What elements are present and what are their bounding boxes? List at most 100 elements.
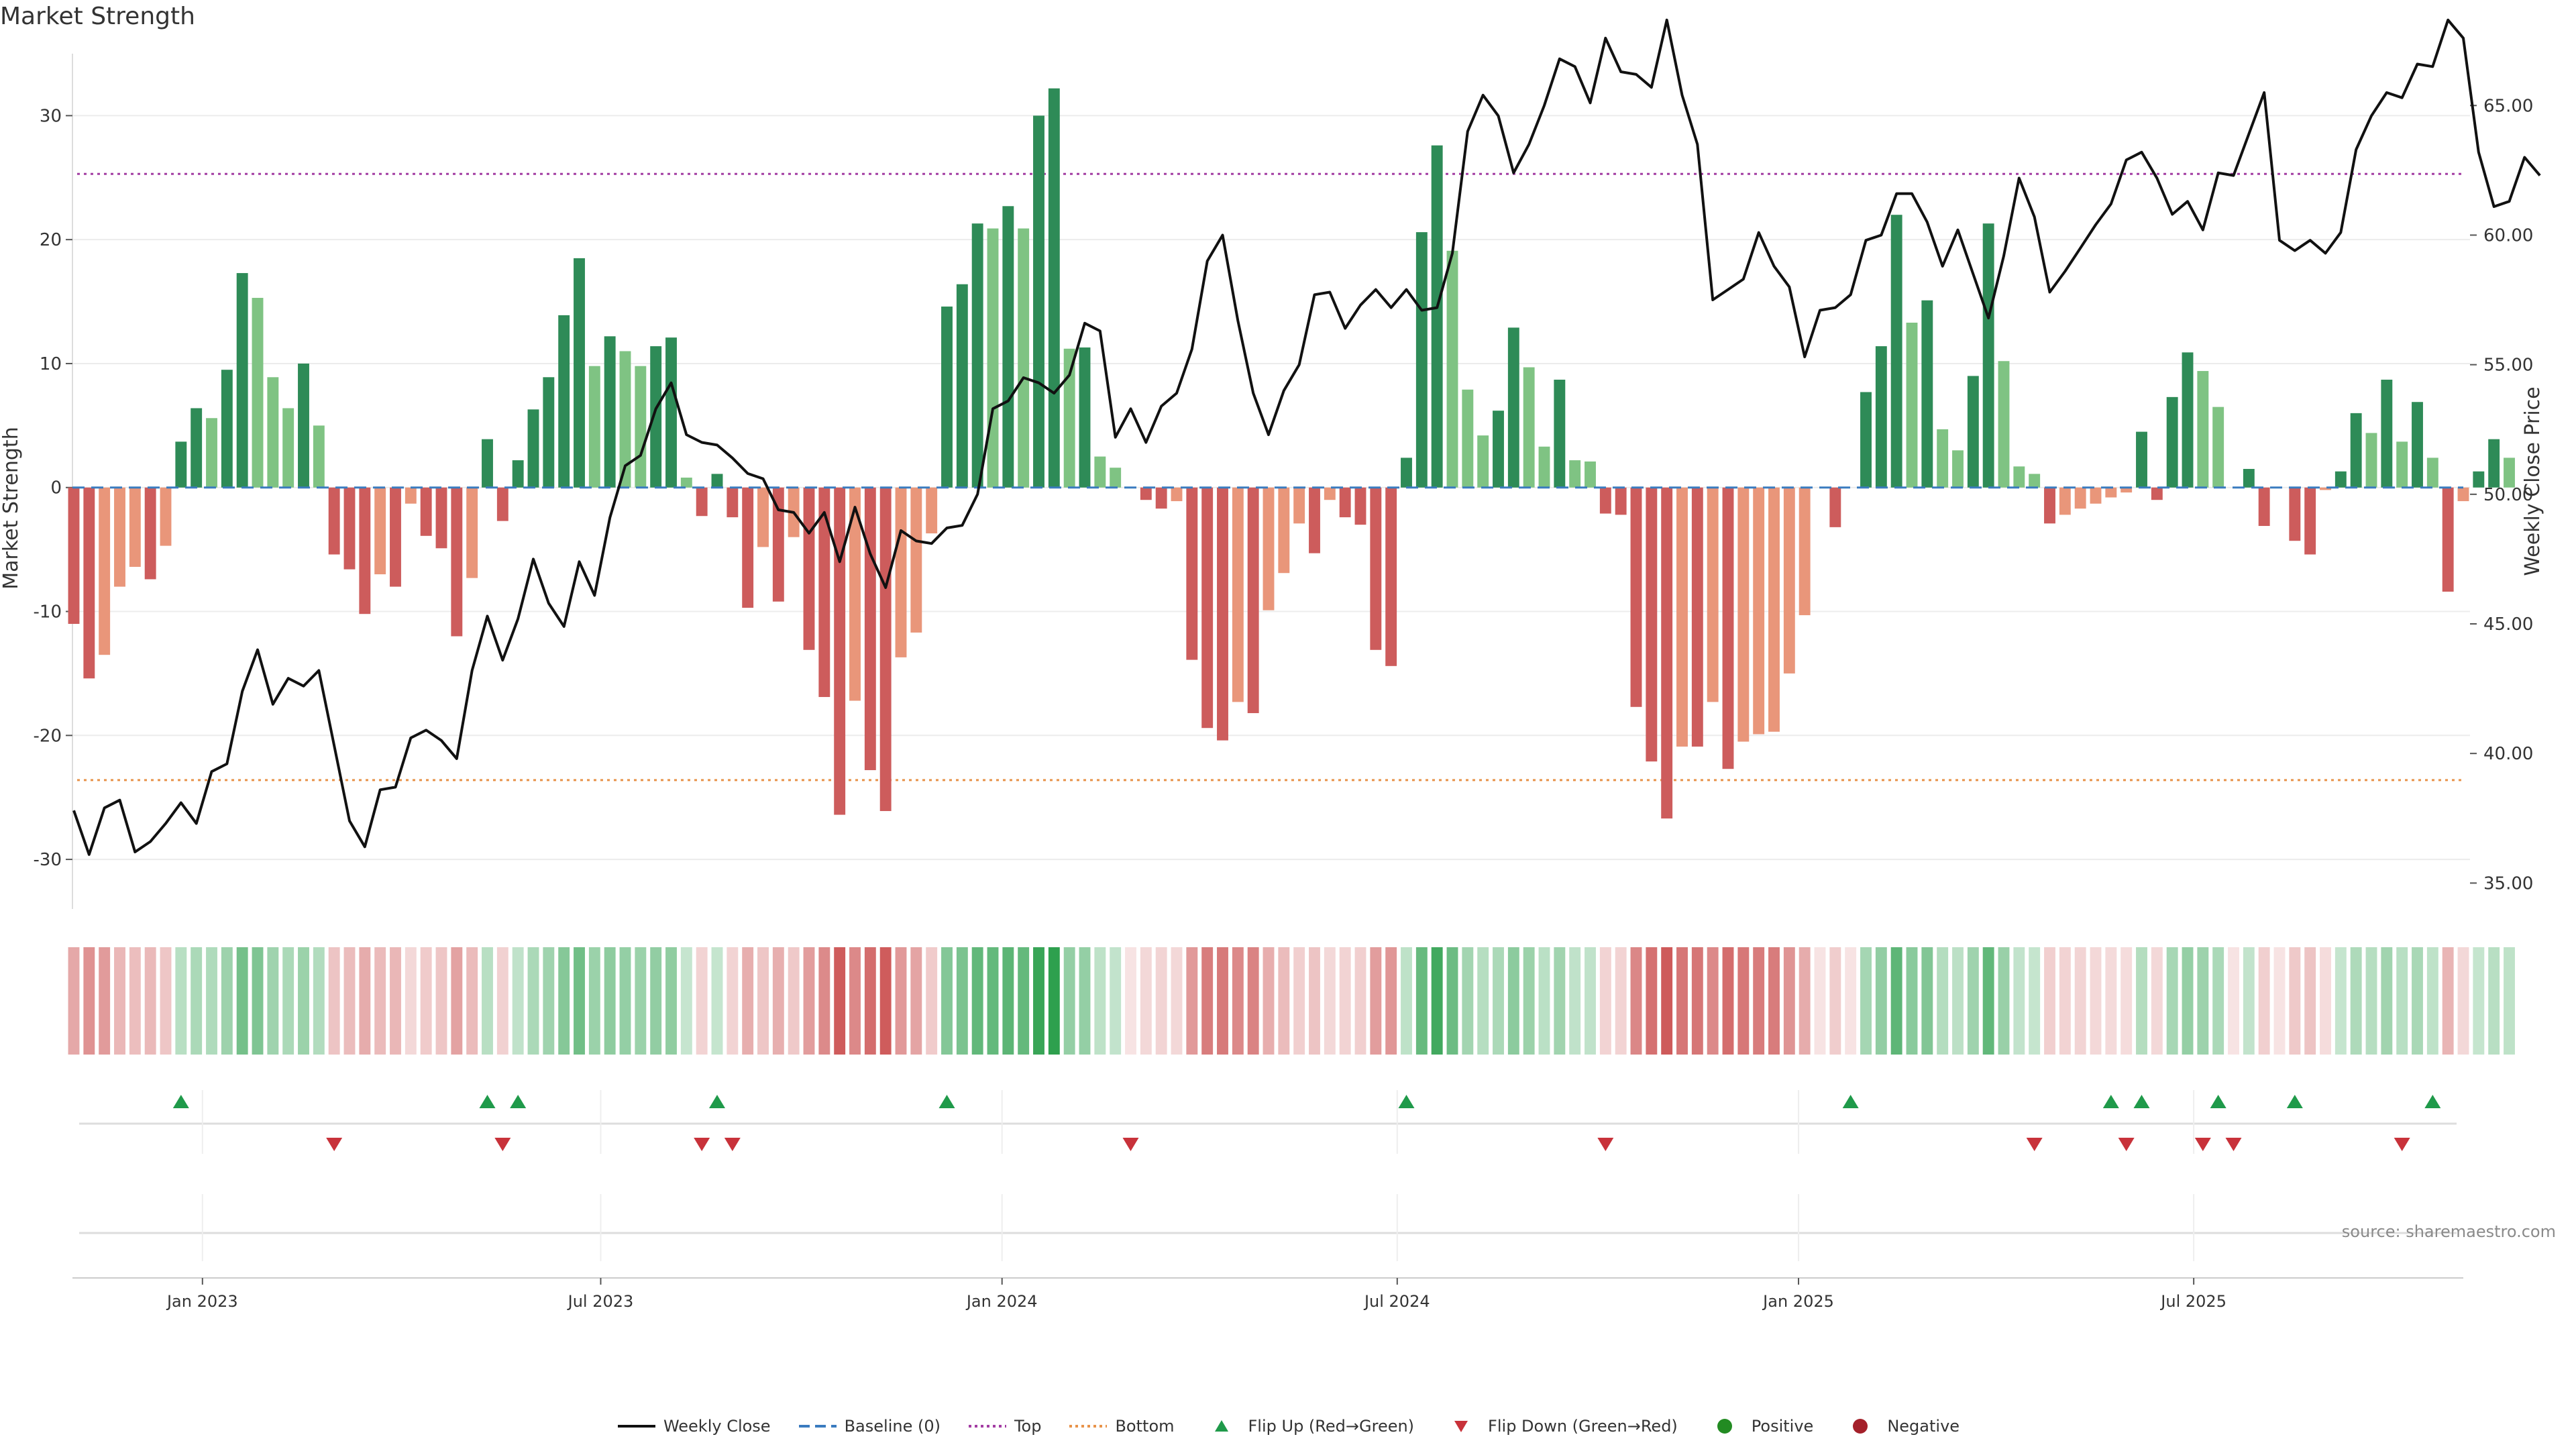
negative-strength-bar [727, 487, 739, 518]
x-tick-label: Jul 2024 [1363, 1292, 1430, 1311]
strength-heat-cell [1707, 947, 1719, 1055]
flip-down-marker [724, 1138, 741, 1151]
strength-heat-cell [834, 947, 846, 1055]
positive-strength-bar [2334, 471, 2347, 488]
positive-strength-bar [282, 408, 294, 488]
negative-strength-bar [1829, 487, 1841, 527]
strength-heat-cell [1554, 947, 1566, 1055]
negative-strength-bar [405, 487, 417, 504]
strength-heat-cell [757, 947, 769, 1055]
positive-strength-bar [1493, 411, 1504, 488]
positive-strength-bar [2365, 433, 2377, 488]
strength-heat-cell [1293, 947, 1305, 1055]
strength-heat-cell [1937, 947, 1949, 1055]
strength-heat-cell [2273, 947, 2286, 1055]
positive-strength-bar [2166, 396, 2178, 488]
strength-heat-cell [1002, 947, 1014, 1055]
strength-heat-cell [1845, 947, 1857, 1055]
strength-heat-cell [987, 947, 999, 1055]
strength-heat-cell [343, 947, 356, 1055]
strength-heat-cell [236, 947, 248, 1055]
negative-strength-bar [435, 487, 447, 549]
strength-heat-cell [1768, 947, 1780, 1055]
right-tick-label: 65.00 [2483, 96, 2533, 116]
x-tick-label: Jan 2025 [1762, 1292, 1834, 1311]
negative-strength-bar [1799, 487, 1811, 616]
flip-up-marker [2102, 1095, 2119, 1108]
negative-strength-bar [144, 487, 156, 580]
strength-heat-cell [2090, 947, 2102, 1055]
strength-heat-cell [742, 947, 754, 1055]
positive-strength-bar [2182, 352, 2194, 488]
positive-strength-bar [1952, 450, 1964, 488]
negative-strength-bar [129, 487, 141, 567]
strength-heat-cell [1278, 947, 1290, 1055]
strength-heat-cell [2197, 947, 2209, 1055]
positive-strength-bar [1094, 456, 1106, 488]
negative-strength-bar [2442, 487, 2454, 592]
strength-heat-cell [619, 947, 631, 1055]
positive-strength-bar [267, 377, 279, 488]
positive-strength-bar [2029, 474, 2041, 488]
strength-heat-cell [2488, 947, 2500, 1055]
positive-strength-bar [1415, 232, 1428, 488]
strength-heat-cell [359, 947, 371, 1055]
strength-heat-cell [2258, 947, 2270, 1055]
positive-strength-bar [2197, 371, 2209, 488]
left-axis-title: Market Strength [0, 427, 23, 589]
strength-heat-cell [788, 947, 800, 1055]
strength-heat-cell [191, 947, 203, 1055]
strength-heat-cell [1110, 947, 1122, 1055]
strength-heat-cell [435, 947, 447, 1055]
positive-strength-bar [1875, 346, 1887, 488]
right-tick-label: 50.00 [2483, 485, 2533, 505]
strength-heat-cell [1722, 947, 1734, 1055]
positive-strength-bar [2013, 466, 2025, 488]
strength-heat-cell [1676, 947, 1688, 1055]
positive-strength-bar [987, 228, 999, 488]
strength-heat-cell [2396, 947, 2408, 1055]
negative-strength-bar [1324, 487, 1336, 500]
legend-swatch-icon [1214, 1420, 1228, 1432]
strength-heat-cell [574, 947, 585, 1055]
strength-heat-cell [1569, 947, 1581, 1055]
strength-heat-cell [2151, 947, 2163, 1055]
positive-strength-bar [2136, 431, 2147, 488]
strength-heat-cell [1630, 947, 1642, 1055]
positive-strength-bar [619, 351, 631, 488]
strength-heat-cell [1906, 947, 1918, 1055]
strength-heat-cell [1967, 947, 1979, 1055]
positive-strength-bar [1554, 379, 1566, 488]
negative-strength-bar [864, 487, 876, 771]
positive-strength-bar [1431, 145, 1443, 488]
positive-strength-bar [680, 477, 692, 488]
positive-strength-bar [2426, 458, 2438, 488]
positive-strength-bar [191, 408, 203, 488]
flip-down-marker [494, 1138, 511, 1151]
right-tick-label: 60.00 [2483, 225, 2533, 246]
strength-heat-cell [374, 947, 386, 1055]
strength-heat-cell [2473, 947, 2485, 1055]
strength-heat-cell [1523, 947, 1535, 1055]
strength-heat-cell [2059, 947, 2071, 1055]
negative-strength-bar [1354, 487, 1366, 525]
strength-heat-cell [864, 947, 876, 1055]
negative-strength-bar [451, 487, 463, 637]
positive-strength-bar [2381, 379, 2393, 488]
left-tick-label: -10 [34, 602, 62, 623]
x-tick-label: Jan 2024 [965, 1292, 1038, 1311]
negative-strength-bar [1263, 487, 1275, 610]
strength-heat-cell [206, 947, 217, 1055]
strength-heat-cell [68, 947, 80, 1055]
strength-heat-cell [2381, 947, 2393, 1055]
negative-strength-bar [1201, 487, 1214, 729]
negative-strength-bar [1370, 487, 1382, 650]
positive-strength-bar [1967, 376, 1979, 488]
positive-strength-bar [512, 460, 524, 488]
positive-strength-bar [527, 409, 539, 488]
negative-strength-bar [1615, 487, 1627, 515]
negative-strength-bar [1722, 487, 1734, 769]
strength-heat-cell [2426, 947, 2438, 1055]
positive-strength-bar [588, 366, 600, 488]
positive-strength-bar [650, 346, 662, 488]
